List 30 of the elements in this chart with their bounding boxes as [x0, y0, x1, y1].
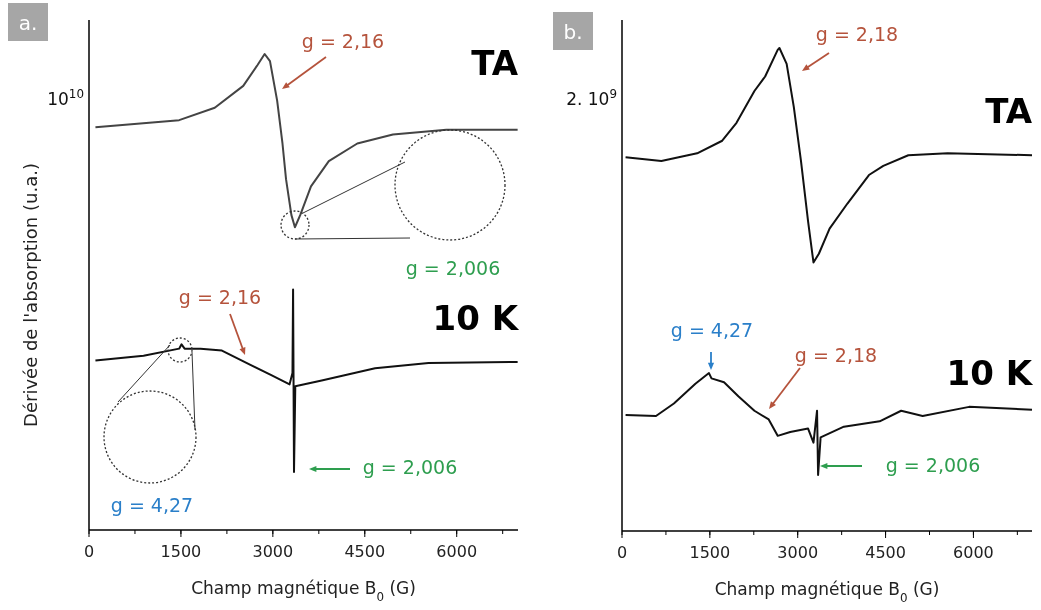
- x-tick-label: 0: [83, 542, 95, 561]
- x-tick-label: 4500: [344, 542, 386, 561]
- x-tick-label: 6000: [436, 542, 478, 561]
- annotation: g = 2,006: [362, 456, 458, 478]
- text: g = 2,16: [301, 30, 385, 52]
- x-tick-label: 1500: [160, 542, 202, 561]
- chart-title: a.: [18, 11, 38, 35]
- series-label: 10 K: [946, 352, 1034, 393]
- series-label: TA: [985, 91, 1033, 132]
- x-tick-label: 4500: [865, 543, 906, 562]
- x-axis-title: Champ magnétique B$_{0}$ (G): [714, 579, 940, 605]
- text: g = 2,18: [815, 23, 899, 45]
- annotation: g = 2,18: [794, 344, 878, 366]
- annotation: g = 2,006: [885, 454, 981, 476]
- chart-title: b.: [563, 20, 583, 44]
- text: 10$^{10}$: [47, 87, 84, 109]
- x-tick-label: 3000: [252, 542, 294, 561]
- x-tick-label: 0: [616, 543, 628, 562]
- annotation: g = 2,16: [178, 286, 262, 308]
- annotation: g = 4,27: [110, 494, 194, 516]
- series-label: 10 K: [432, 297, 520, 338]
- text: 2. 10$^{9}$: [566, 87, 617, 109]
- x-tick-label: 6000: [953, 543, 994, 562]
- annotation: g = 2,006: [405, 257, 501, 279]
- x-tick-label: 1500: [689, 543, 731, 562]
- series-label: TA: [471, 42, 519, 83]
- x-tick-label: 3000: [777, 543, 819, 562]
- x-axis-title: Champ magnétique B$_{0}$ (G): [191, 578, 416, 604]
- y-axis-title: Dérivée de l'absorption (u.a.): [20, 163, 41, 427]
- annotation: g = 4,27: [670, 319, 754, 341]
